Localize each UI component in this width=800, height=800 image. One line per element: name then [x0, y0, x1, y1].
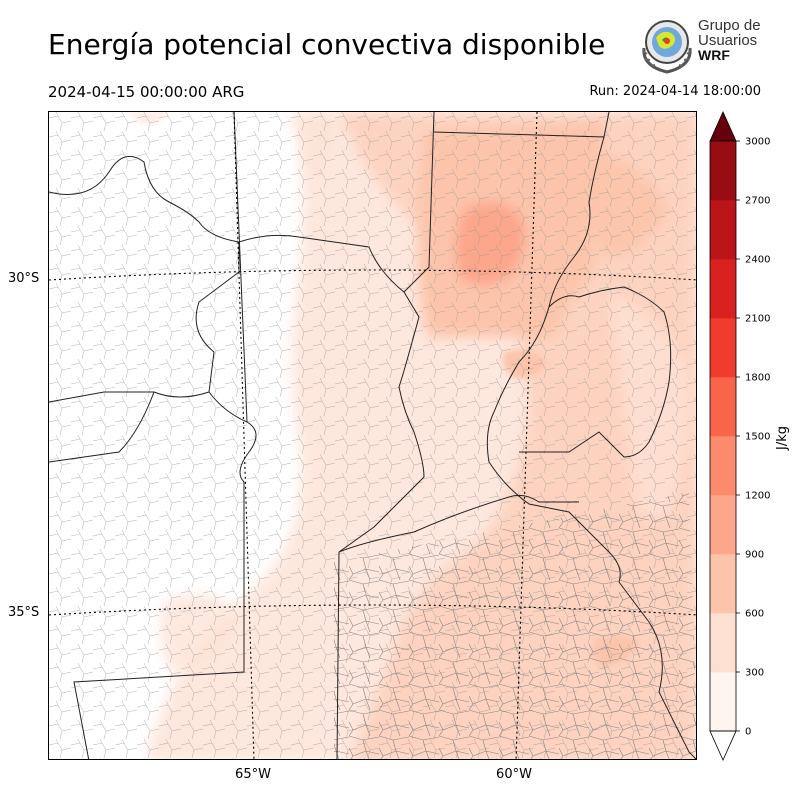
colorbar-tick-label: 2700 — [745, 196, 770, 207]
lon-label-65w: 65°W — [235, 767, 271, 782]
colorbar-tick-label: 1500 — [745, 432, 770, 443]
colorbar-tick-label: 3000 — [745, 137, 770, 148]
colorbar-tick-label: 300 — [745, 668, 764, 679]
colorbar-tick-label: 2100 — [745, 314, 770, 325]
colorbar-bin — [710, 259, 736, 319]
cape-map — [49, 112, 696, 759]
wrf-users-logo: Grupo de Usuarios WRF — [638, 14, 768, 76]
colorbar-tick-label: 900 — [745, 550, 764, 561]
cape-colorbar: 0 300 600 900 1200 1500 1800 2100 2400 2700 3000 — [709, 111, 770, 761]
run-time-label: Run: 2024-04-14 18:00:00 — [589, 84, 761, 99]
colorbar-tick-label: 1200 — [745, 491, 770, 502]
colorbar-bin — [710, 613, 736, 673]
lat-label-30s: 30°S — [8, 271, 40, 286]
colorbar-tick-label: 600 — [745, 609, 764, 620]
colorbar-bin — [710, 554, 736, 614]
colorbar-bin — [710, 495, 736, 555]
map-title: Energía potencial convectiva disponible — [48, 28, 606, 61]
colorbar-tick-label: 0 — [745, 727, 751, 738]
logo-line-2: Usuarios — [698, 32, 758, 49]
logo-line-1: Grupo de — [698, 17, 761, 34]
lat-label-35s: 35°S — [8, 605, 40, 620]
province-boundaries — [49, 112, 696, 759]
colorbar-bins — [710, 141, 736, 732]
colorbar-tick-label: 2400 — [745, 255, 770, 266]
lon-label-60w: 60°W — [496, 767, 532, 782]
map-frame — [48, 111, 697, 760]
logo-line-3: WRF — [698, 47, 730, 63]
colorbar-bin — [710, 377, 736, 437]
wrf-globe-icon — [642, 20, 692, 74]
colorbar-extend-min — [709, 730, 737, 761]
colorbar-bin — [710, 318, 736, 378]
colorbar-unit-label: J/kg — [775, 426, 790, 450]
colorbar-tick-label: 1800 — [745, 373, 770, 384]
colorbar-bin — [710, 672, 736, 732]
logo-text: Grupo de Usuarios WRF — [698, 18, 761, 63]
valid-time-label: 2024-04-15 00:00:00 ARG — [48, 83, 245, 101]
graticule — [49, 112, 696, 759]
department-boundaries — [49, 112, 696, 759]
colorbar-ticks: 0 300 600 900 1200 1500 1800 2100 2400 2700 3000 — [736, 137, 770, 738]
colorbar-bin — [710, 141, 736, 201]
colorbar-bin — [710, 200, 736, 260]
colorbar-bin — [710, 436, 736, 496]
colorbar-extend-max — [709, 111, 737, 142]
